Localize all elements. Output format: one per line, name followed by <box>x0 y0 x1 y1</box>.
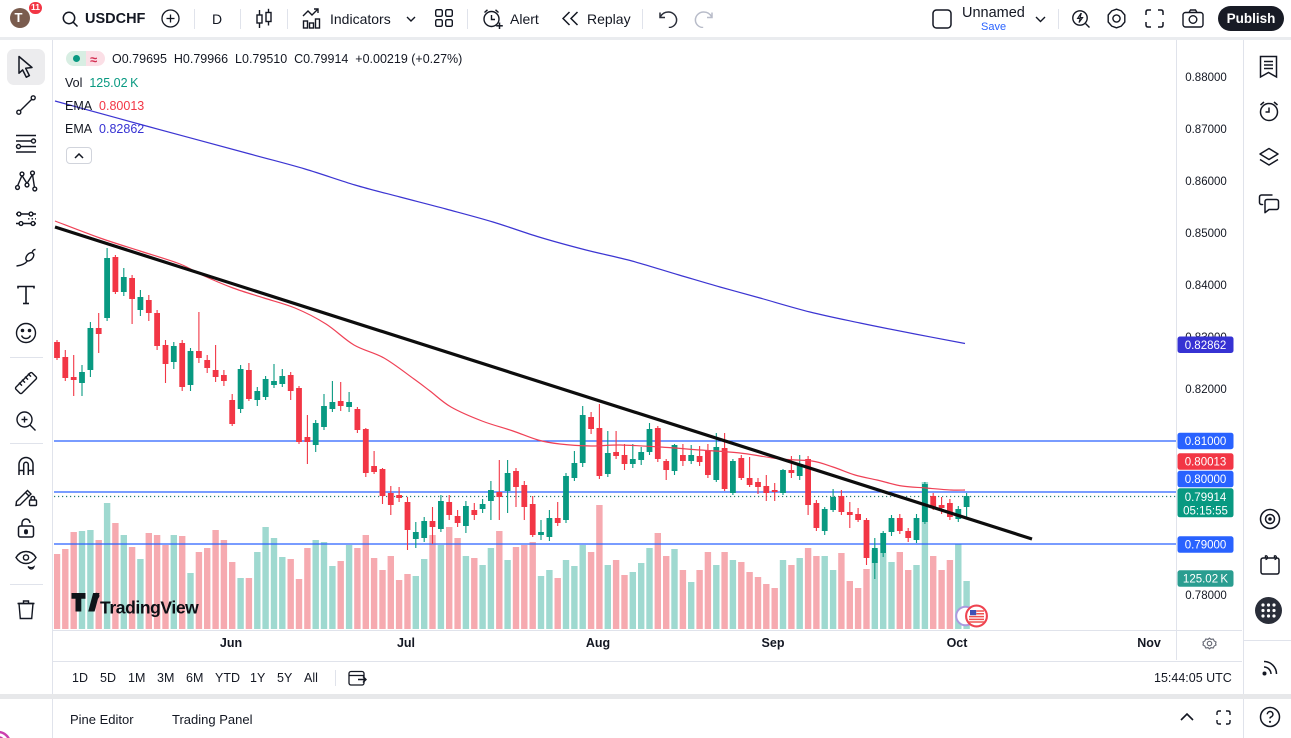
svg-text:Oct: Oct <box>947 636 969 650</box>
svg-text:0.85000: 0.85000 <box>1185 228 1227 240</box>
svg-text:0.79000: 0.79000 <box>1185 540 1227 552</box>
svg-text:Jul: Jul <box>397 636 415 650</box>
svg-text:0.86000: 0.86000 <box>1185 176 1227 188</box>
svg-text:0.84000: 0.84000 <box>1185 280 1227 292</box>
svg-text:0.79914: 0.79914 <box>1185 492 1227 504</box>
svg-text:Sep: Sep <box>762 636 785 650</box>
svg-text:05:15:55: 05:15:55 <box>1183 505 1228 517</box>
svg-text:0.80000: 0.80000 <box>1185 474 1227 486</box>
svg-text:Jun: Jun <box>220 636 242 650</box>
svg-text:0.82000: 0.82000 <box>1185 384 1227 396</box>
svg-text:0.88000: 0.88000 <box>1185 72 1227 84</box>
svg-text:0.87000: 0.87000 <box>1185 124 1227 136</box>
svg-text:0.78000: 0.78000 <box>1185 590 1227 602</box>
svg-text:0.81000: 0.81000 <box>1185 436 1227 448</box>
svg-text:Aug: Aug <box>586 636 610 650</box>
svg-text:0.82862: 0.82862 <box>1185 340 1227 352</box>
svg-text:TradingView: TradingView <box>100 598 199 618</box>
svg-text:Nov: Nov <box>1137 636 1161 650</box>
svg-text:0.80013: 0.80013 <box>1185 457 1227 469</box>
svg-text:125.02 K: 125.02 K <box>1183 574 1228 586</box>
